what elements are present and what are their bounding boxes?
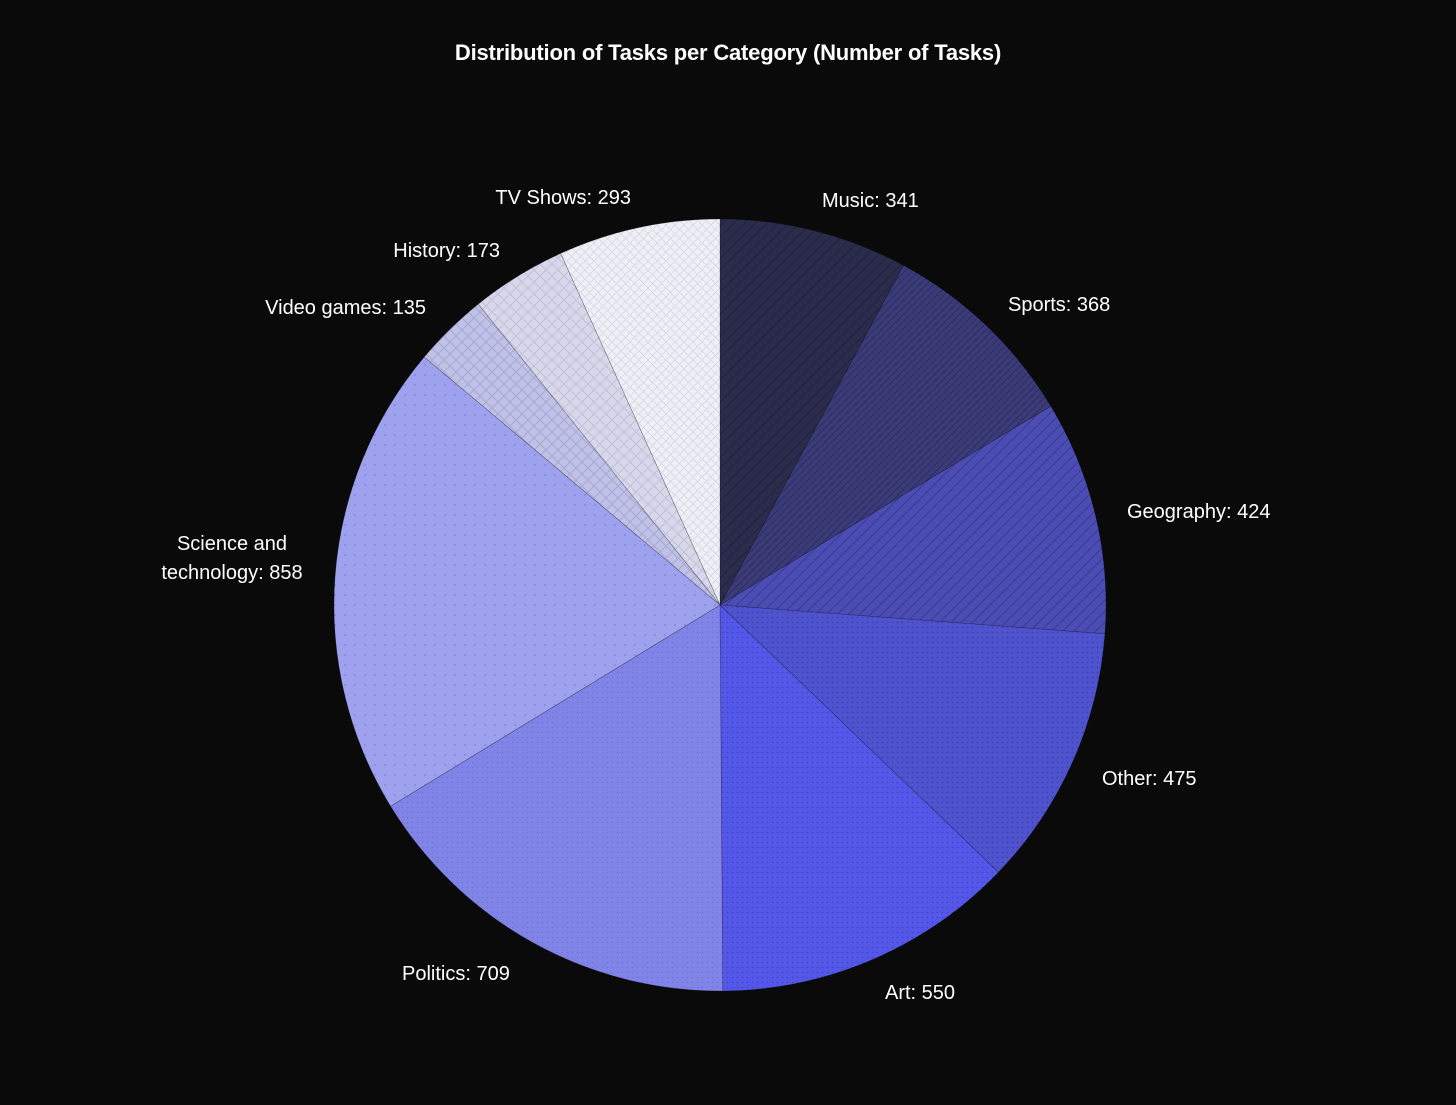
slice-label-9: TV Shows: 293	[495, 187, 631, 209]
slice-label-2: Geography: 424	[1127, 501, 1270, 523]
pie-slice-9	[560, 218, 721, 606]
slice-label-0: Music: 341	[822, 190, 919, 212]
slice-label-6: Science and technology: 858	[161, 533, 302, 584]
pie-slice-2	[719, 405, 1107, 635]
chart-title: Distribution of Tasks per Category (Numb…	[454, 40, 1002, 65]
slice-label-7: Video games: 135	[265, 297, 426, 319]
pie-slices	[333, 218, 1107, 992]
pie-slice-6	[333, 356, 721, 807]
slice-label-4: Art: 550	[885, 982, 955, 1004]
pie-slice-5	[390, 604, 724, 992]
slice-label-8: History: 173	[393, 240, 500, 262]
pie-slice-1	[719, 264, 1052, 606]
pie-slice-8	[477, 253, 721, 606]
pie-labels: Music: 341 Sports: 368 Geography: 424 Other…	[161, 187, 1270, 1004]
pie-slice-7	[423, 303, 721, 606]
slice-label-3: Other: 475	[1102, 768, 1197, 790]
pie-slice-4	[719, 604, 999, 992]
pie-slice-0	[719, 218, 904, 606]
slice-label-5: Politics: 709	[402, 963, 510, 985]
pie-slice-3	[719, 604, 1106, 873]
slice-label-1: Sports: 368	[1008, 294, 1110, 316]
